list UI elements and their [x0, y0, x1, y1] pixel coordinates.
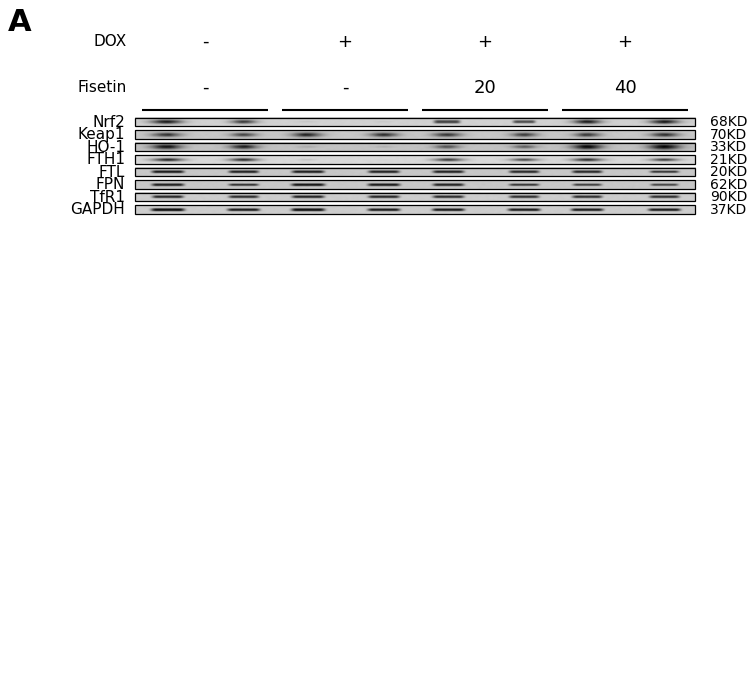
Text: FTH1: FTH1: [86, 152, 125, 167]
Text: FPN: FPN: [96, 177, 125, 192]
Text: 40: 40: [614, 79, 636, 97]
Text: A: A: [8, 8, 32, 37]
Text: 70KD: 70KD: [710, 128, 747, 142]
Bar: [135, 118, 695, 126]
Text: 37KD: 37KD: [710, 203, 747, 217]
Text: HO-1: HO-1: [86, 139, 125, 155]
Text: 21KD: 21KD: [710, 153, 747, 167]
Text: 20: 20: [473, 79, 496, 97]
Bar: [135, 143, 695, 151]
Bar: [135, 180, 695, 189]
Bar: [135, 193, 695, 201]
Text: Keap1: Keap1: [78, 127, 125, 142]
Text: +: +: [477, 33, 492, 51]
Text: Fisetin: Fisetin: [78, 81, 127, 96]
Text: +: +: [337, 33, 353, 51]
Text: 62KD: 62KD: [710, 178, 747, 192]
Text: -: -: [202, 33, 208, 51]
Text: 68KD: 68KD: [710, 115, 747, 129]
Bar: [135, 155, 695, 164]
Bar: [135, 130, 695, 139]
Text: GAPDH: GAPDH: [70, 202, 125, 217]
Text: 33KD: 33KD: [710, 140, 747, 154]
Text: +: +: [618, 33, 633, 51]
Text: FTL: FTL: [99, 164, 125, 180]
Bar: [135, 205, 695, 214]
Text: -: -: [202, 79, 208, 97]
Text: Nrf2: Nrf2: [92, 115, 125, 130]
Text: DOX: DOX: [94, 35, 127, 49]
Text: -: -: [342, 79, 348, 97]
Text: 20KD: 20KD: [710, 165, 747, 179]
Bar: [135, 168, 695, 176]
Text: 90KD: 90KD: [710, 190, 747, 204]
Text: TfR1: TfR1: [90, 189, 125, 205]
